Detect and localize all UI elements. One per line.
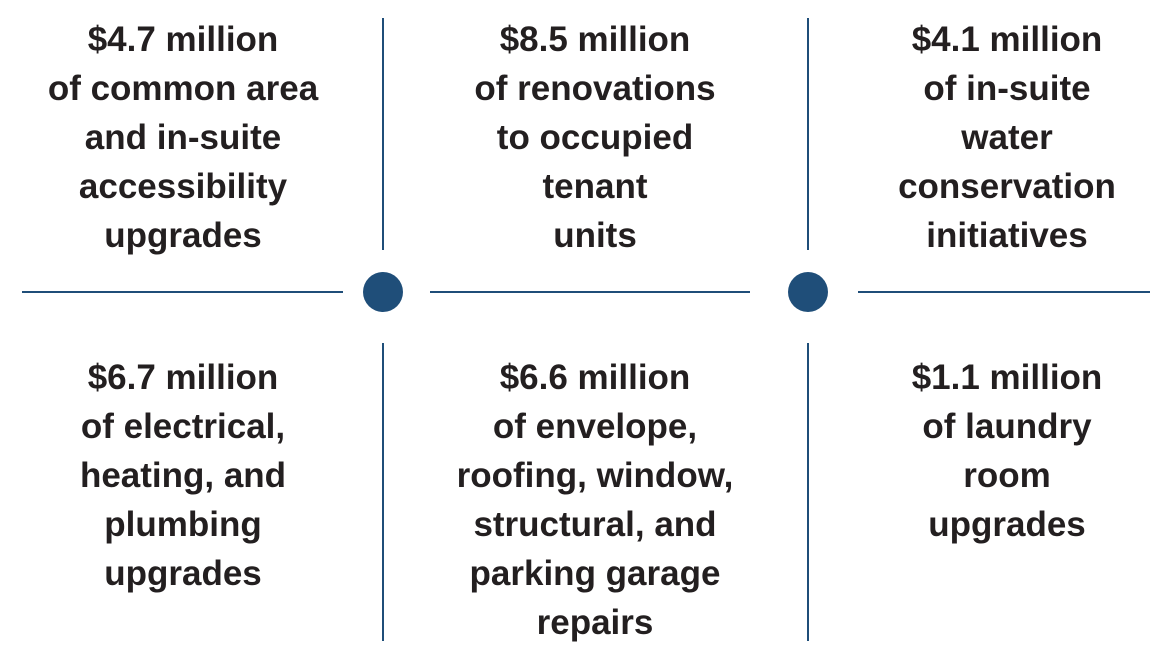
description-line: of laundry bbox=[922, 407, 1092, 446]
description-line: heating, and bbox=[79, 456, 287, 495]
cell: $6.7 million of electrical, heating, and pl… bbox=[0, 353, 383, 598]
description-line: plumbing bbox=[104, 505, 262, 544]
cell: $8.5 million of renovations to occupied ten… bbox=[395, 15, 795, 260]
description-line: and in-suite bbox=[84, 118, 282, 157]
description-line: structural, and bbox=[473, 505, 717, 544]
description-line: of common area bbox=[47, 69, 319, 108]
description-line: units bbox=[553, 216, 637, 255]
description-line: of electrical, bbox=[80, 407, 286, 446]
amount: $1.1 million bbox=[911, 358, 1103, 397]
description-line: water bbox=[961, 118, 1053, 157]
description-line: upgrades bbox=[928, 505, 1086, 544]
amount: $8.5 million bbox=[499, 20, 691, 59]
description-line: of envelope, bbox=[492, 407, 698, 446]
cell: $4.1 million of in-suite water conservation… bbox=[807, 15, 1170, 260]
description-line: to occupied bbox=[496, 118, 694, 157]
description-line: of renovations bbox=[474, 69, 716, 108]
description-line: upgrades bbox=[104, 554, 262, 593]
cell: $4.7 million of common area and in-suite ac… bbox=[0, 15, 383, 260]
description-line: initiatives bbox=[926, 216, 1088, 255]
description-line: room bbox=[963, 456, 1051, 495]
amount: $6.7 million bbox=[87, 358, 279, 397]
cell: $1.1 million of laundry room upgrades bbox=[807, 353, 1170, 549]
cell: $6.6 million of envelope, roofing, window,… bbox=[395, 353, 795, 647]
dot bbox=[363, 272, 403, 312]
amount: $6.6 million bbox=[499, 358, 691, 397]
description-line: parking garage bbox=[469, 554, 721, 593]
dot bbox=[788, 272, 828, 312]
description-line: upgrades bbox=[104, 216, 262, 255]
description-line: of in-suite bbox=[923, 69, 1091, 108]
description-line: conservation bbox=[898, 167, 1116, 206]
description-line: roofing, window, bbox=[456, 456, 734, 495]
description-line: tenant bbox=[542, 167, 648, 206]
description-line: accessibility bbox=[78, 167, 288, 206]
amount: $4.7 million bbox=[87, 20, 279, 59]
description-line: repairs bbox=[536, 603, 654, 642]
amount: $4.1 million bbox=[911, 20, 1103, 59]
